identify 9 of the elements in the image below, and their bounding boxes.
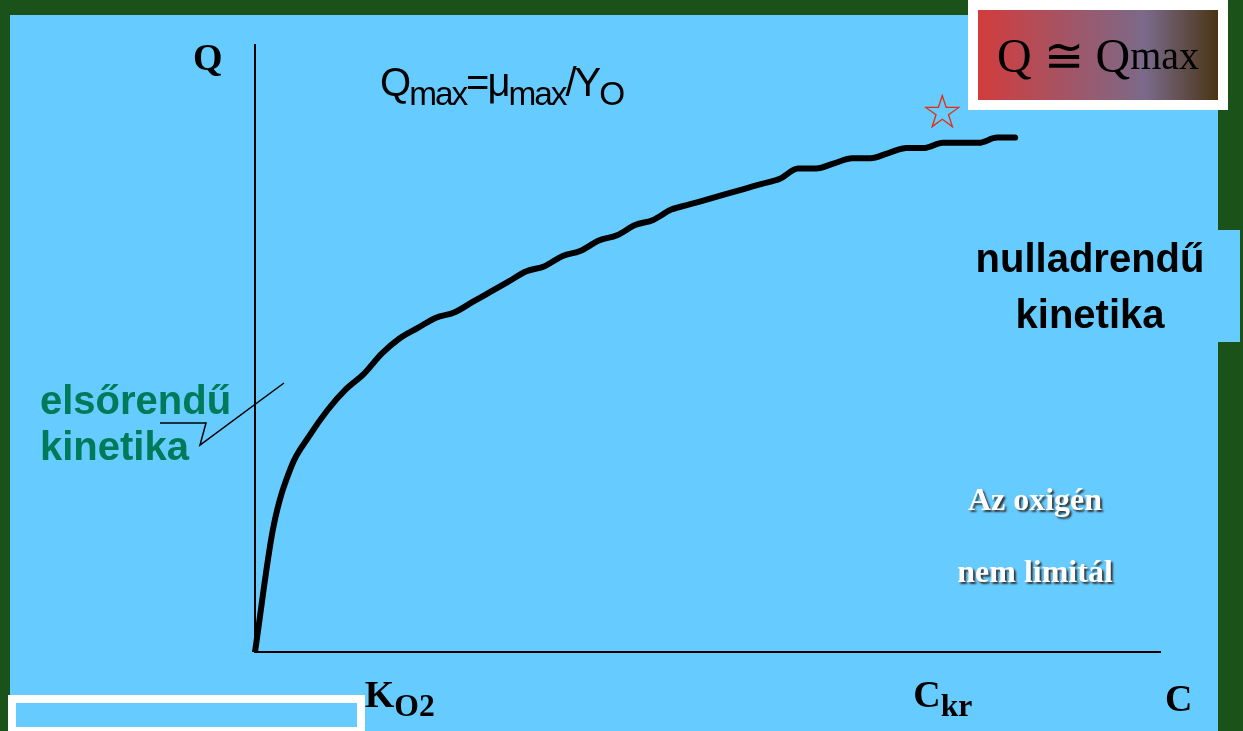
x-axis-title: C xyxy=(1165,676,1193,720)
y-axis-title: Q xyxy=(193,35,223,79)
x-tick-label: C$_{kr}$ xyxy=(913,672,973,724)
annotation: ☆ xyxy=(920,83,964,139)
x-tick-label: K$_{O2}$ xyxy=(364,672,435,724)
text: elsőrendű kinetika xyxy=(40,377,233,469)
annotation: nulladrendű kinetika xyxy=(940,230,1240,342)
annotation: Az oxigén nem limitál xyxy=(956,480,1114,591)
chart-title: Q$_{max}$=μ$_{max}$/Y$_{O}$ xyxy=(380,60,624,113)
